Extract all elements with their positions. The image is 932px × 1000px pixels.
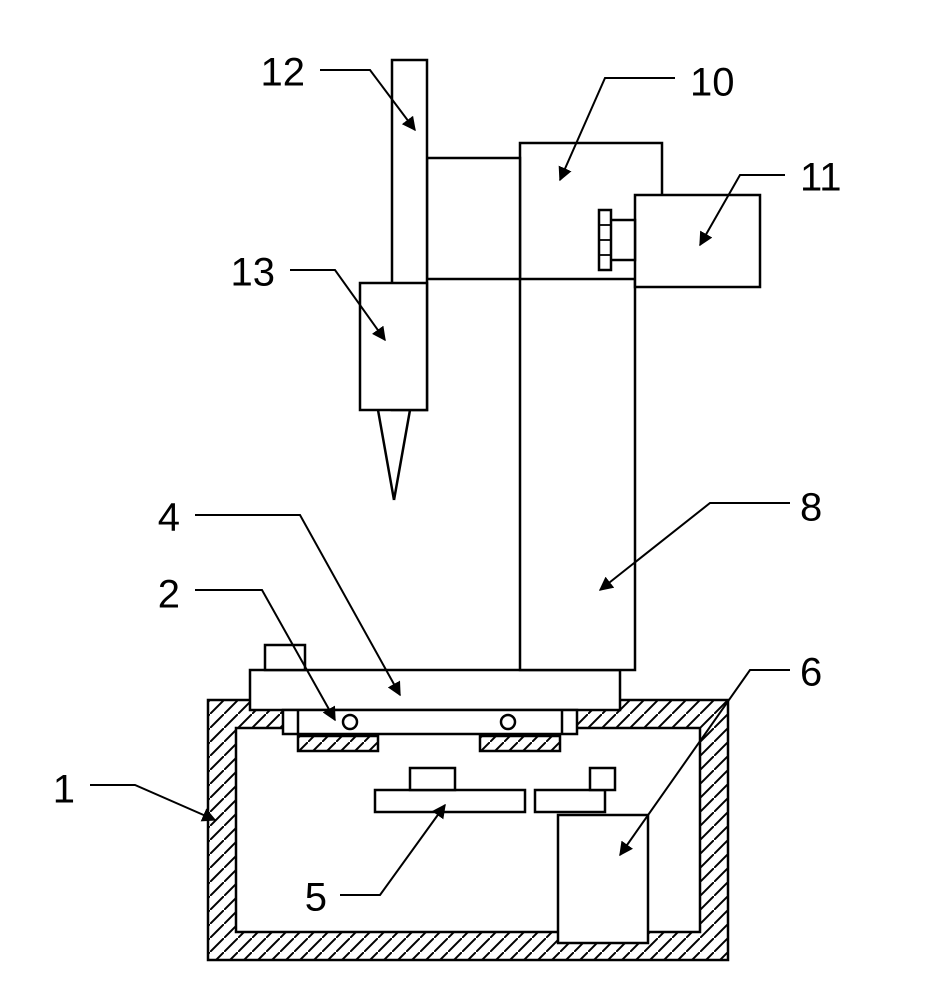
- support-left: [298, 736, 378, 751]
- label-6: 6: [800, 651, 822, 695]
- label-5: 5: [305, 876, 327, 920]
- gear-large: [375, 790, 525, 812]
- motor-gear: [535, 790, 605, 812]
- label-12: 12: [261, 51, 306, 95]
- leader-5: [340, 805, 445, 895]
- base-housing: [208, 700, 728, 960]
- label-8: 8: [800, 486, 822, 530]
- motor11-body: [635, 195, 760, 287]
- gear-small: [410, 768, 455, 790]
- label-11: 11: [800, 156, 842, 200]
- label-1: 1: [53, 768, 75, 812]
- label-2: 2: [158, 573, 180, 617]
- leader-1: [90, 785, 215, 820]
- diagram-canvas: 12456810111213: [0, 0, 932, 1000]
- label-10: 10: [690, 61, 735, 105]
- label-13: 13: [231, 251, 276, 295]
- bracket-front: [427, 158, 520, 279]
- bearing-ring: [283, 710, 577, 734]
- support-right: [480, 736, 560, 751]
- pen-tip: [378, 410, 410, 500]
- motor11-shaft: [609, 220, 635, 260]
- turntable-plate: [250, 670, 620, 710]
- motor-shaft-top: [590, 768, 615, 790]
- slider-block: [360, 283, 427, 410]
- label-4: 4: [158, 496, 180, 540]
